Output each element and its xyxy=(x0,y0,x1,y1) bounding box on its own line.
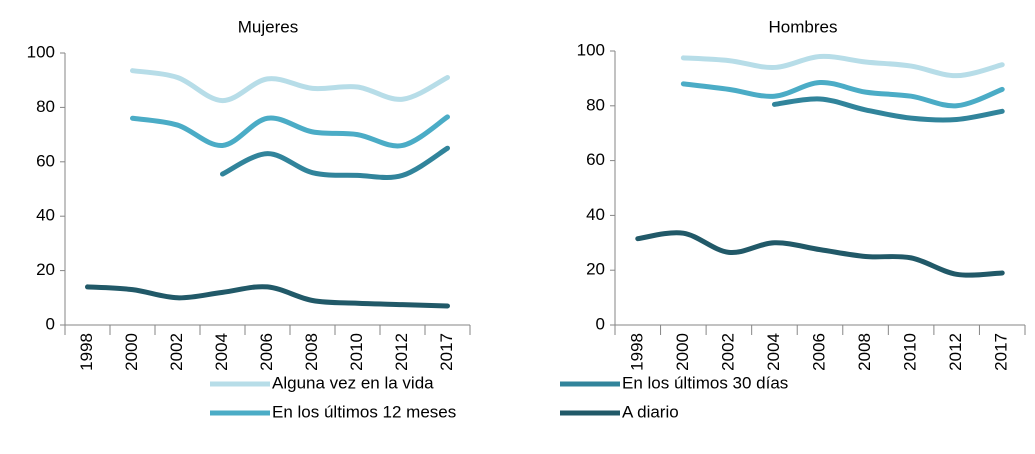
series-line xyxy=(220,145,450,181)
x-tick-label: 1998 xyxy=(77,333,96,371)
x-tick-label: 2008 xyxy=(855,333,874,371)
y-tick-label: 40 xyxy=(36,206,55,225)
legend-label: A diario xyxy=(622,402,679,421)
legend-label: Alguna vez en la vida xyxy=(272,373,434,392)
x-tick-label: 2012 xyxy=(946,333,965,371)
y-tick-label: 60 xyxy=(586,150,605,169)
series-line xyxy=(771,96,1005,123)
x-tick-label: 1998 xyxy=(627,333,646,371)
x-tick-label: 2017 xyxy=(992,333,1011,371)
series-line xyxy=(680,80,1005,109)
x-tick-label: 2004 xyxy=(212,333,231,371)
y-tick-label: 60 xyxy=(36,151,55,170)
x-tick-label: 2008 xyxy=(302,333,321,371)
y-tick-label: 100 xyxy=(27,42,55,61)
y-tick-label: 20 xyxy=(586,260,605,279)
x-tick-label: 2010 xyxy=(347,333,366,371)
chart-title: Mujeres xyxy=(238,17,298,36)
chart-title: Hombres xyxy=(769,17,838,36)
legend-label: En los últimos 30 días xyxy=(622,373,788,392)
x-tick-label: 2002 xyxy=(167,333,186,371)
legend-label: En los últimos 12 meses xyxy=(272,402,456,421)
x-tick-label: 2017 xyxy=(437,333,456,371)
y-tick-label: 0 xyxy=(46,314,55,333)
x-tick-label: 2006 xyxy=(809,333,828,371)
y-tick-label: 100 xyxy=(577,40,605,59)
x-tick-label: 2010 xyxy=(901,333,920,371)
x-tick-label: 2004 xyxy=(764,333,783,371)
x-tick-label: 2006 xyxy=(257,333,276,371)
y-tick-label: 80 xyxy=(586,95,605,114)
y-tick-label: 80 xyxy=(36,97,55,116)
x-tick-label: 2002 xyxy=(718,333,737,371)
series-line xyxy=(85,284,450,309)
y-tick-label: 0 xyxy=(596,314,605,333)
series-line xyxy=(635,230,1005,278)
series-line xyxy=(130,114,450,149)
y-tick-label: 20 xyxy=(36,260,55,279)
x-tick-label: 2012 xyxy=(392,333,411,371)
x-tick-label: 2000 xyxy=(122,333,141,371)
series-line xyxy=(130,68,450,104)
x-tick-label: 2000 xyxy=(673,333,692,371)
y-tick-label: 40 xyxy=(586,205,605,224)
series-line xyxy=(680,53,1005,79)
